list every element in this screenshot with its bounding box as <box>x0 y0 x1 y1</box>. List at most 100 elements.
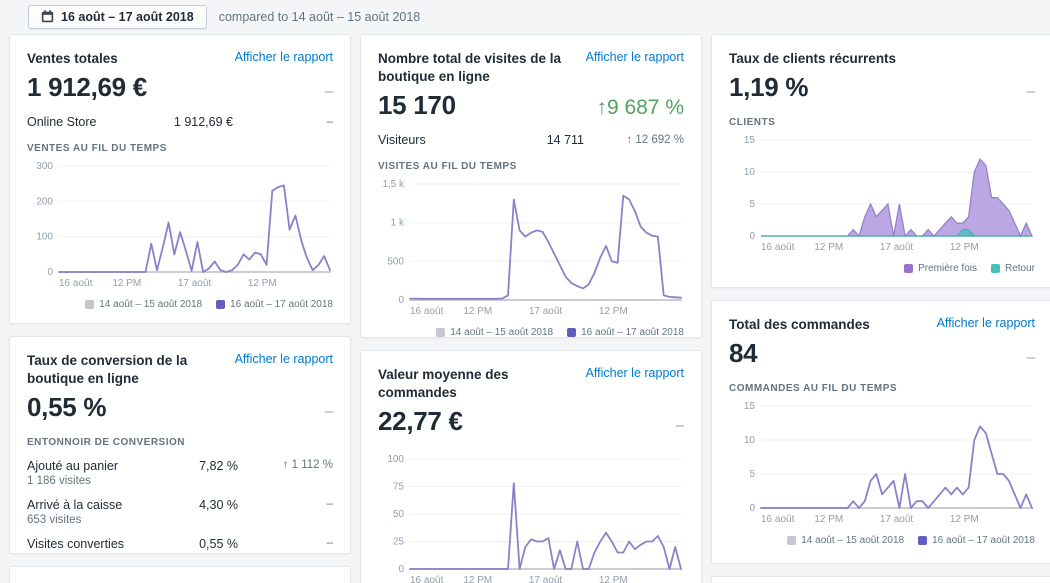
legend-label: 14 août – 15 août 2018 <box>450 327 554 338</box>
svg-text:500: 500 <box>387 257 404 268</box>
legend-swatch <box>787 536 797 546</box>
visites-over-time-chart: 0 500 1 k 1,5 k 16 août 12 PM 17 août 12 PM 14 a… <box>378 176 684 338</box>
svg-text:200: 200 <box>36 197 53 208</box>
breakdown-value: 14 711 <box>546 133 584 148</box>
card-title: Total des commandes <box>729 317 870 332</box>
svg-text:25: 25 <box>393 537 405 548</box>
svg-text:12 PM: 12 PM <box>814 242 843 253</box>
svg-text:1 k: 1 k <box>391 218 405 229</box>
svg-text:12 PM: 12 PM <box>950 514 979 525</box>
breakdown-label: Visiteurs <box>378 133 426 148</box>
legend-label: Première fois <box>918 263 977 275</box>
card-valeur-moyenne: Valeur moyenne des commandes Afficher le… <box>360 350 702 583</box>
legend-item: 16 août – 17 août 2018 <box>918 535 1035 546</box>
funnel-row: Arrivé à la caisse 653 visites 4,30 % – <box>27 498 333 526</box>
section-label: ENTONNOIR DE CONVERSION <box>27 437 185 449</box>
legend-swatch <box>904 264 914 274</box>
card-title: Taux de clients récurrents <box>729 51 897 66</box>
chart-legend: Première fois Retour <box>729 263 1035 274</box>
svg-text:15: 15 <box>744 135 756 146</box>
ventes-over-time-chart: 0 100 200 300 16 août 12 PM 17 août 12 PM 14 aoû… <box>27 158 333 310</box>
legend-swatch <box>216 300 226 310</box>
legend-item: Première fois <box>904 263 977 274</box>
funnel-step-delta: – <box>326 537 333 550</box>
card-title: Valeur moyenne des commandes <box>378 367 509 401</box>
svg-text:12 PM: 12 PM <box>248 278 277 289</box>
card-visites-boutique: Nombre total de visites de la boutique e… <box>360 34 702 338</box>
svg-text:75: 75 <box>393 482 405 493</box>
column-3: Taux de clients récurrents 1,19 % – CLIE… <box>711 34 1050 583</box>
breakdown-value: 1 912,69 € <box>173 115 233 130</box>
legend-item: 16 août – 17 août 2018 <box>567 327 684 338</box>
metric-value: 1 912,69 € <box>27 72 147 103</box>
svg-text:17 août: 17 août <box>178 278 212 289</box>
card-clients-recurrents: Taux de clients récurrents 1,19 % – CLIE… <box>711 34 1050 288</box>
card-total-commandes: Total des commandes Afficher le rapport … <box>711 300 1050 564</box>
funnel-step-label: Arrivé à la caisse <box>27 498 123 513</box>
svg-text:16 août: 16 août <box>59 278 93 289</box>
card-ventes-totales: Ventes totales Afficher le rapport 1 912… <box>9 34 351 324</box>
chart-legend: 14 août – 15 août 2018 16 août – 17 août … <box>378 327 684 338</box>
legend-label: 16 août – 17 août 2018 <box>581 327 684 338</box>
funnel-step-visits: 1 186 visites <box>27 475 91 488</box>
compared-to-text: compared to 14 août – 15 août 2018 <box>218 9 421 24</box>
column-1: Ventes totales Afficher le rapport 1 912… <box>9 34 351 583</box>
chart-legend: 14 août – 15 août 2018 16 août – 17 août … <box>27 299 333 310</box>
svg-text:0: 0 <box>398 564 404 575</box>
date-range-button[interactable]: 16 août – 17 août 2018 <box>28 4 207 29</box>
legend-label: 16 août – 17 août 2018 <box>230 299 333 311</box>
svg-text:12 PM: 12 PM <box>599 306 628 317</box>
funnel-step-visits: 653 visites <box>27 514 82 527</box>
legend-label: 14 août – 15 août 2018 <box>801 535 905 547</box>
funnel-row: Ajouté au panier 1 186 visites 7,82 % ↑ … <box>27 459 333 487</box>
metric-delta: ↑9 687 % <box>596 96 684 120</box>
view-report-link[interactable]: Afficher le rapport <box>234 352 333 366</box>
svg-text:12 PM: 12 PM <box>950 242 979 253</box>
metric-delta: – <box>324 83 333 101</box>
legend-item: 14 août – 15 août 2018 <box>436 327 554 338</box>
funnel-step-visits: 84 visites <box>27 553 143 554</box>
dashboard-grid: Ventes totales Afficher le rapport 1 912… <box>0 32 1050 583</box>
section-label: VENTES AU FIL DU TEMPS <box>27 143 167 155</box>
breakdown-label: Online Store <box>27 115 97 130</box>
legend-label: Retour <box>1004 263 1035 275</box>
funnel-step-pct: 7,82 % <box>199 459 238 474</box>
funnel-step-pct: 4,30 % <box>199 498 238 513</box>
breakdown-row: Online Store 1 912,69 € – <box>27 115 333 129</box>
card-title: Ventes totales <box>27 51 118 66</box>
svg-text:300: 300 <box>36 161 53 172</box>
chart-legend: 14 août – 15 août 2018 16 août – 17 août … <box>729 535 1035 546</box>
svg-text:16 août: 16 août <box>761 514 795 525</box>
card-taux-conversion: Taux de conversion de la boutique en lig… <box>9 336 351 554</box>
svg-text:100: 100 <box>387 454 404 465</box>
svg-text:17 août: 17 août <box>529 306 563 317</box>
metric-delta: – <box>1026 349 1035 367</box>
svg-text:15: 15 <box>744 401 756 412</box>
date-range-label: 16 août – 17 août 2018 <box>61 9 194 24</box>
svg-text:12 PM: 12 PM <box>463 306 492 317</box>
svg-text:100: 100 <box>36 232 53 243</box>
legend-item: 14 août – 15 août 2018 <box>787 535 904 546</box>
svg-text:16 août: 16 août <box>410 306 444 317</box>
svg-text:17 août: 17 août <box>880 242 914 253</box>
breakdown-delta: ↑ 12 692 % <box>626 134 684 147</box>
view-report-link[interactable]: Afficher le rapport <box>936 316 1035 330</box>
svg-text:5: 5 <box>749 199 755 210</box>
legend-label: 14 août – 15 août 2018 <box>99 299 203 311</box>
section-label: COMMANDES AU FIL DU TEMPS <box>729 383 898 395</box>
card-title: Nombre total de visites de la boutique e… <box>378 51 562 85</box>
svg-text:5: 5 <box>749 469 755 480</box>
funnel-step-delta: ↑ 1 112 % <box>282 459 333 472</box>
metric-delta: – <box>324 403 333 421</box>
svg-text:12 PM: 12 PM <box>814 514 843 525</box>
clients-area-chart: 0 5 10 15 16 août 12 PM 17 août 12 PM Première f… <box>729 132 1035 274</box>
partial-card <box>711 576 1050 583</box>
view-report-link[interactable]: Afficher le rapport <box>585 50 684 64</box>
view-report-link[interactable]: Afficher le rapport <box>585 366 684 380</box>
metric-value: 1,19 % <box>729 72 809 103</box>
view-report-link[interactable]: Afficher le rapport <box>234 50 333 64</box>
svg-text:1,5 k: 1,5 k <box>382 179 405 190</box>
section-label: VISITES AU FIL DU TEMPS <box>378 161 517 173</box>
svg-text:0: 0 <box>398 295 404 306</box>
card-title: Taux de conversion de la boutique en lig… <box>27 353 188 387</box>
